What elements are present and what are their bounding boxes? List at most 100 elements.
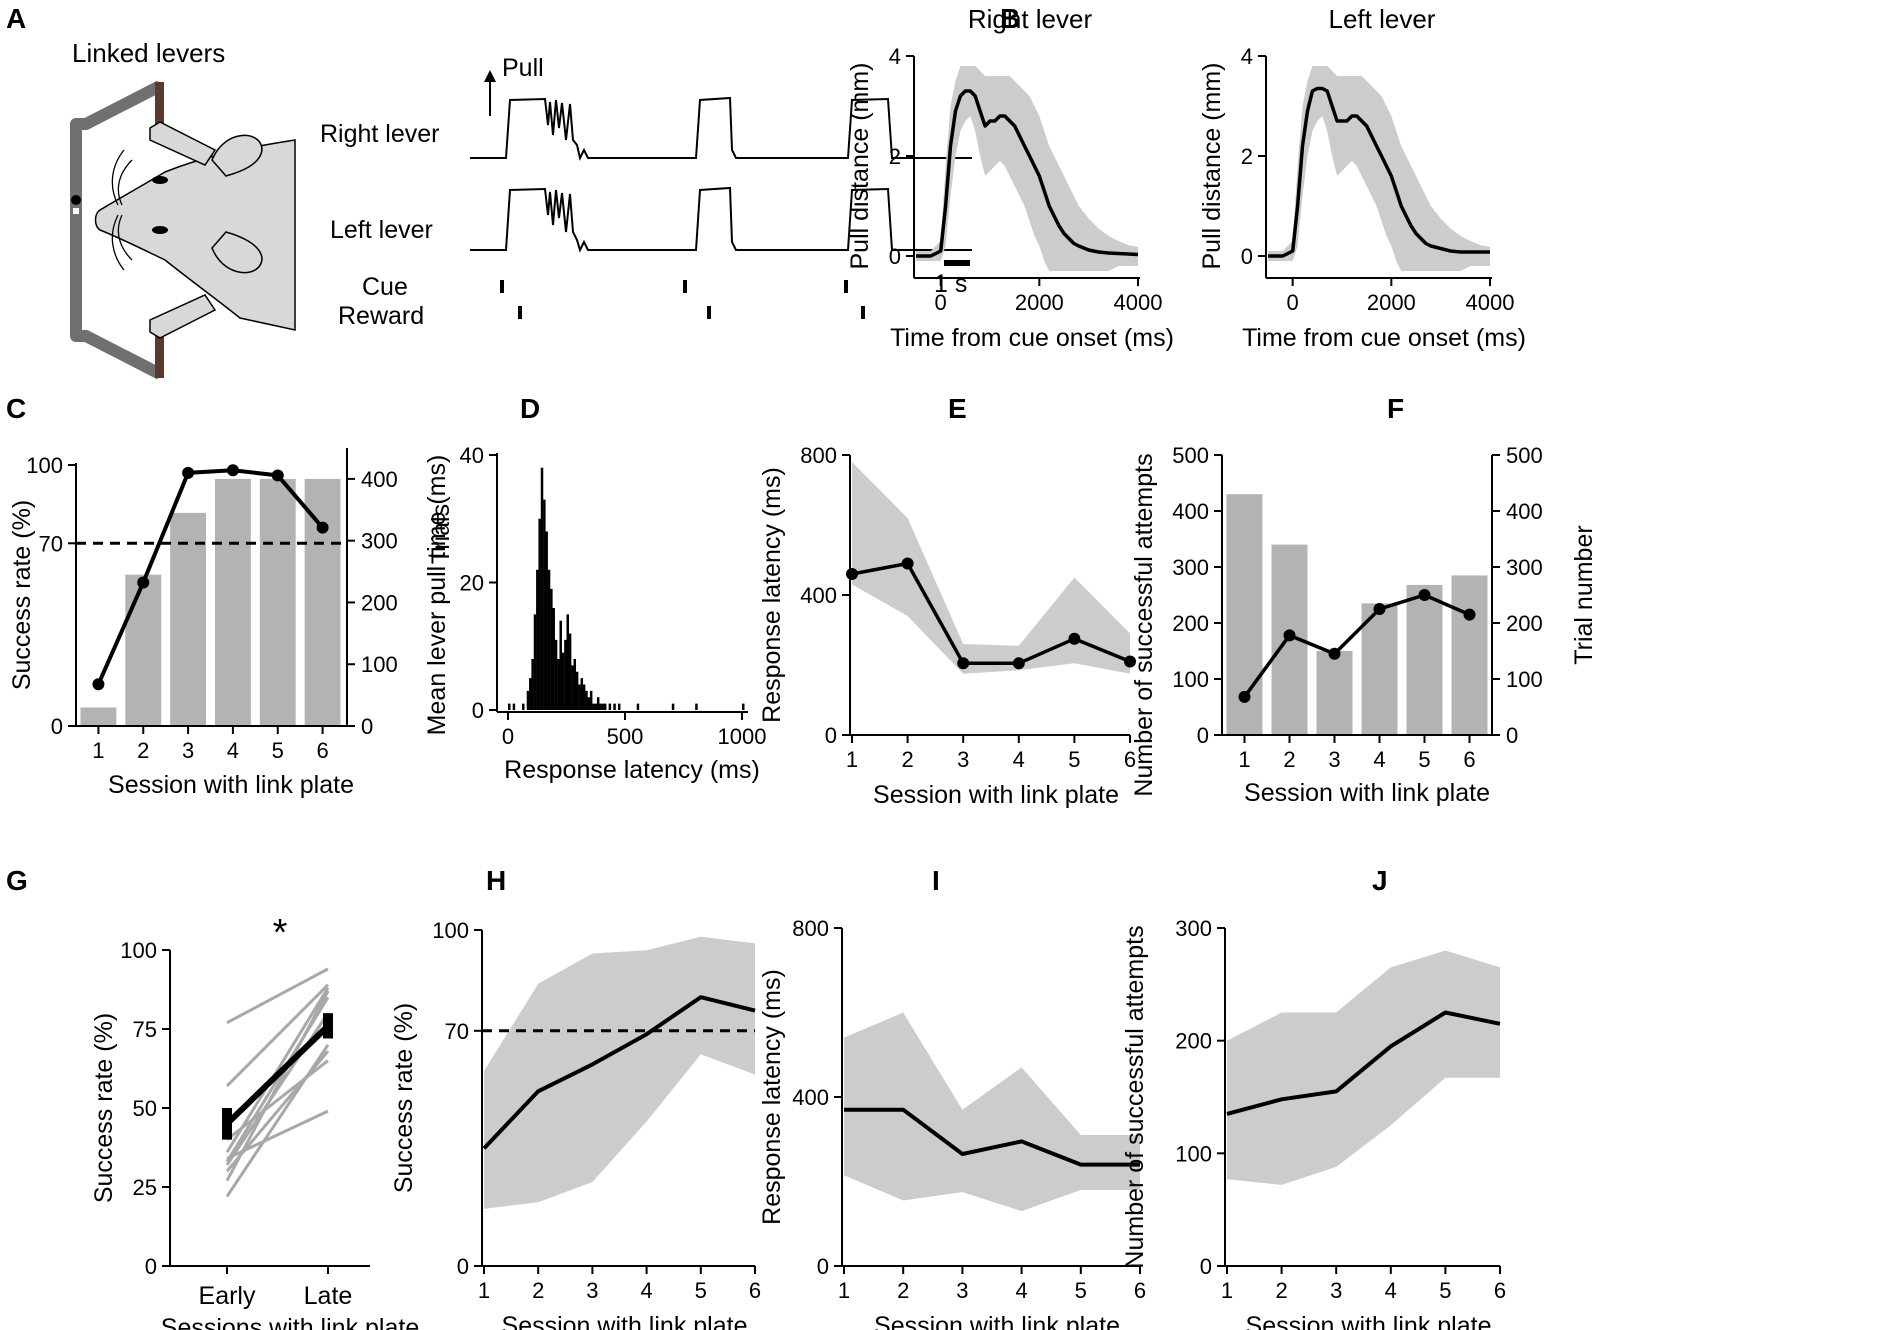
eye-lower bbox=[152, 226, 168, 234]
D-ylabel: Trials bbox=[427, 504, 455, 564]
chart-c-ytick-right-label-1: 100 bbox=[361, 652, 398, 677]
E-xtick-label-5: 6 bbox=[1124, 747, 1136, 772]
I-xtick-label-0: 1 bbox=[838, 1278, 850, 1303]
chart-e-point-6 bbox=[1124, 655, 1136, 668]
pull-label: Pull bbox=[502, 54, 544, 82]
chart-d-bar-14 bbox=[552, 608, 555, 710]
chart-h: 0 70 100 1 2 3 4 5 6 Success rate (%) Session with… bbox=[390, 918, 761, 1330]
chart-f-bar-4 bbox=[1361, 603, 1398, 735]
chart-d-bar-2 bbox=[522, 703, 525, 710]
chart-d-bar-23 bbox=[573, 659, 577, 710]
panel-letter-c: C bbox=[6, 393, 26, 424]
panel-letter-b: B bbox=[1000, 3, 1020, 34]
C-ytick-label-2: 100 bbox=[26, 453, 63, 478]
chart-d-bar-38 bbox=[613, 703, 616, 710]
E-ylabel: Response latency (ms) bbox=[758, 467, 786, 723]
chart-c-bar-6 bbox=[304, 478, 341, 726]
B_right-ytick-label-1: 2 bbox=[889, 144, 901, 169]
chart-c-xtick-label-5: 6 bbox=[316, 738, 328, 763]
chart-d-bar-43 bbox=[742, 703, 745, 710]
B_right-xlabel: Time from cue onset (ms) bbox=[890, 324, 1174, 352]
right-lever-label: Right lever bbox=[320, 120, 440, 148]
C-ylabel: Success rate (%) bbox=[8, 500, 36, 690]
B_right-mean-line bbox=[916, 89, 1139, 258]
panel-letter-d: D bbox=[520, 393, 540, 424]
chart-f-bar-6 bbox=[1451, 575, 1488, 735]
reward-label: Reward bbox=[338, 302, 424, 330]
D-xlabel: Response latency (ms) bbox=[504, 756, 760, 784]
G-ytick-label-2: 50 bbox=[133, 1096, 157, 1121]
I-ytick-label-0: 0 bbox=[817, 1254, 829, 1279]
chart-g: * 0 25 50 75 100 Early Late Success rate (%) Sess… bbox=[90, 912, 419, 1330]
B_right-ytick-label-0: 0 bbox=[889, 244, 901, 269]
chart-d-bar-32 bbox=[594, 703, 598, 710]
I-xtick-label-5: 6 bbox=[1134, 1278, 1146, 1303]
E-xtick-label-3: 4 bbox=[1013, 747, 1025, 772]
chart-d-bar-12 bbox=[547, 569, 551, 710]
chart-d-bar-39 bbox=[617, 703, 621, 710]
I-xlabel: Session with link plate bbox=[874, 1312, 1120, 1330]
F-ytick-label-5: 500 bbox=[1172, 443, 1209, 468]
chart-f-ytick-right-label-3: 300 bbox=[1506, 555, 1543, 580]
cue-tick-3 bbox=[844, 280, 848, 293]
chart-d-bar-9 bbox=[540, 467, 544, 710]
chart-c-point-2 bbox=[137, 576, 150, 589]
J-xtick-label-2: 3 bbox=[1330, 1278, 1342, 1303]
I-ytick-label-2: 800 bbox=[792, 916, 829, 941]
I-xtick-label-4: 5 bbox=[1075, 1278, 1087, 1303]
J-ytick-label-2: 200 bbox=[1175, 1029, 1212, 1054]
B_left-error-band bbox=[1268, 66, 1490, 271]
chart-e-point-2 bbox=[901, 557, 914, 570]
chart-d-bar-0 bbox=[508, 703, 511, 710]
chart-f-point-6 bbox=[1463, 608, 1476, 621]
chart-d-xtick-label-2: 1000 bbox=[718, 724, 767, 749]
I-ytick-label-1: 400 bbox=[792, 1085, 829, 1110]
chart-d: 0 20 40 0 500 1000 Trials Response latency (ms) bbox=[427, 443, 766, 784]
chart-c-bar-2 bbox=[125, 574, 162, 726]
chart-c: 0 70 100 0 100 200 300 400 1 2 3 4 5 6 Success rate (%… bbox=[8, 448, 451, 799]
chart-c-xtick-label-2: 3 bbox=[182, 738, 194, 763]
chart-d-bar-18 bbox=[561, 652, 565, 710]
J-xtick-label-1: 2 bbox=[1275, 1278, 1287, 1303]
mouse-lever-illustration bbox=[70, 80, 296, 380]
panel-letter-i: I bbox=[932, 865, 940, 896]
J-ytick-label-3: 300 bbox=[1175, 916, 1212, 941]
G-ytick-label-3: 75 bbox=[133, 1017, 157, 1042]
chart-f-xtick-label-4: 5 bbox=[1418, 747, 1430, 772]
chart-d-bar-17 bbox=[559, 620, 562, 710]
left-lever-trace bbox=[470, 186, 972, 253]
D-ytick-label-0: 0 bbox=[472, 698, 484, 723]
G-ytick-label-0: 0 bbox=[145, 1254, 157, 1279]
chart-d-bar-4 bbox=[529, 678, 532, 710]
F-ytick-label-0: 0 bbox=[1197, 723, 1209, 748]
H-xtick-label-0: 1 bbox=[478, 1278, 490, 1303]
chart-c-ytick-right-label-0: 0 bbox=[361, 714, 373, 739]
chart-d-bar-11 bbox=[545, 531, 548, 710]
chart-d-bar-33 bbox=[596, 697, 600, 710]
chart-e-point-1 bbox=[846, 568, 858, 580]
E-ytick-label-2: 800 bbox=[800, 443, 837, 468]
I-error-band bbox=[844, 1012, 1140, 1212]
J-mean-line bbox=[1226, 1010, 1501, 1116]
chart-d-bar-27 bbox=[582, 684, 586, 710]
B_left-mean-line bbox=[1268, 86, 1490, 258]
chart-c-ytick-right-label-4: 400 bbox=[361, 467, 398, 492]
B_left-ylabel: Pull distance (mm) bbox=[1198, 63, 1226, 270]
chart-d-bar-37 bbox=[608, 703, 612, 710]
left-lever-label: Left lever bbox=[330, 216, 433, 244]
chart-c-point-6 bbox=[316, 521, 329, 534]
chart-g-individual-line-11 bbox=[226, 1109, 329, 1160]
ear-upper bbox=[211, 134, 263, 177]
B_left-ytick-label-2: 4 bbox=[1241, 44, 1253, 69]
J-xtick-label-0: 1 bbox=[1221, 1278, 1233, 1303]
chart-c-success-line bbox=[96, 468, 325, 686]
pivot-dot bbox=[71, 195, 81, 205]
H-ylabel: Success rate (%) bbox=[390, 1003, 418, 1193]
F-ylabel: Number of successful attempts bbox=[1130, 453, 1158, 796]
chart-c-xtick-label-0: 1 bbox=[92, 738, 104, 763]
E-xtick-label-1: 2 bbox=[901, 747, 913, 772]
time-scale-label: 1 s bbox=[934, 270, 967, 298]
chart-c-point-5 bbox=[271, 469, 284, 482]
cue-label: Cue bbox=[362, 273, 408, 301]
H-xlabel: Session with link plate bbox=[502, 1312, 748, 1330]
